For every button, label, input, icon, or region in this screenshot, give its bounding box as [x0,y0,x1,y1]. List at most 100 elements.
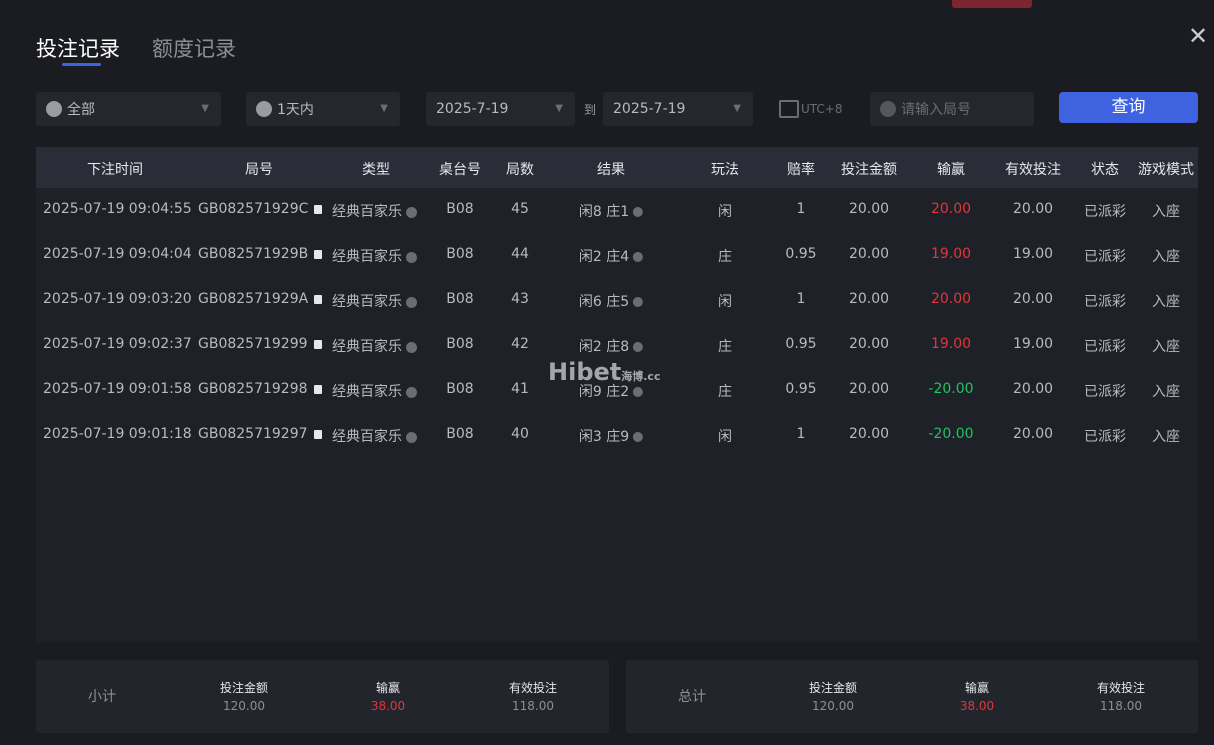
subtotal-valid-value: 118.00 [512,699,554,713]
cell-table-no: B08 [446,336,473,352]
total-bet-value: 120.00 [812,699,854,713]
date-from-select[interactable]: 2025-7-19 ▼ [426,92,575,126]
cell-round-id[interactable]: GB0825719299 [198,336,322,352]
subtotal-panel: 小计 投注金额 120.00 输赢 38.00 有效投注 118.00 [36,660,609,733]
info-icon[interactable] [633,297,644,307]
cell-text: 40 [511,426,529,442]
table-row: 2025-07-19 09:04:04 GB082571929B 经典百家乐 B08 4… [36,246,1198,291]
cell-text: 0.95 [785,336,817,352]
cell-round-id[interactable]: GB082571929C [198,201,323,217]
round-search-input[interactable]: 请输入局号 [870,92,1034,126]
cell-text: 经典百家乐 [332,384,402,400]
query-button[interactable]: 查询 [1059,92,1198,123]
table-row: 2025-07-19 09:01:58 GB0825719298 经典百家乐 B08 4… [36,381,1198,426]
cell-result: 闲2 庄8 [578,336,644,356]
cell-bet-time: 2025-07-19 09:01:18 [43,426,192,442]
cell-round-no: 41 [511,381,529,397]
cell-result: 闲2 庄4 [579,246,644,266]
info-icon[interactable] [406,386,417,398]
copy-icon[interactable] [313,384,322,394]
cell-text: B08 [446,336,474,352]
cell-bet-type: 闲 [718,201,732,221]
cell-text: 闲2 庄8 [578,339,630,355]
cell-text: 闲 [718,294,732,310]
header-round-id: 局号 [245,162,273,178]
info-icon[interactable] [406,341,417,353]
cell-text: 19.00 [930,336,972,352]
cell-status: 已派彩 [1084,336,1126,356]
cell-game-type: 经典百家乐 [332,381,417,401]
info-icon[interactable] [633,342,644,352]
range-select[interactable]: 1天内 ▼ [246,92,400,126]
cell-text: 20.00 [1012,381,1054,397]
round-icon [880,101,896,117]
cell-win-loss: 20.00 [931,291,971,307]
cell-status: 已派彩 [1084,381,1126,401]
cell-text: -20.00 [928,426,974,442]
date-to-select[interactable]: 2025-7-19 ▼ [603,92,753,126]
cell-text: B08 [446,381,474,397]
subtotal-win-value: 38.00 [370,699,406,713]
cell-round-id[interactable]: GB0825719297 [198,426,322,442]
copy-icon[interactable] [314,294,323,304]
game-select[interactable]: 全部 ▼ [36,92,221,126]
cell-text: 已派彩 [1084,294,1126,310]
total-win-value: 38.00 [959,699,995,713]
cell-bet-type: 庄 [718,381,732,401]
cell-table-no: B08 [446,291,473,307]
cell-round-id[interactable]: GB082571929A [198,291,323,307]
cell-status: 已派彩 [1084,246,1126,266]
copy-icon[interactable] [314,249,323,259]
info-icon[interactable] [406,206,417,218]
copy-icon[interactable] [314,204,323,214]
subtotal-bet-value: 120.00 [223,699,265,713]
cell-odds: 1 [797,291,806,307]
cell-text: 20.00 [930,291,972,307]
copy-icon[interactable] [313,339,322,349]
info-icon[interactable] [406,296,417,308]
cell-text: 经典百家乐 [332,249,402,265]
cell-round-no: 43 [511,291,529,307]
cell-text: 1 [796,201,806,217]
total-panel: 总计 投注金额 120.00 输赢 38.00 有效投注 118.00 [626,660,1198,733]
cell-text: 闲8 庄1 [578,204,630,220]
cell-game-mode: 入座 [1152,291,1180,311]
cell-round-id[interactable]: GB0825719298 [198,381,322,397]
cell-text: 庄 [718,339,732,355]
info-icon[interactable] [633,387,644,397]
cell-round-no: 45 [511,201,529,217]
cell-round-id[interactable]: GB082571929B [198,246,323,262]
timezone-label: UTC+8 [801,102,843,116]
info-icon[interactable] [633,432,644,442]
watermark-sub: 海博.cc [621,370,661,383]
header-bet-type: 玩法 [711,162,739,178]
info-icon[interactable] [633,207,644,217]
cell-text: 20.00 [930,201,972,217]
close-icon[interactable]: ✕ [1188,22,1209,50]
cell-text: 2025-07-19 09:03:20 [43,291,192,307]
cell-text: 20.00 [848,201,890,217]
info-icon[interactable] [406,251,417,263]
timezone: UTC+8 [779,100,842,118]
cell-text: 43 [511,291,529,307]
cell-bet-type: 庄 [718,336,732,356]
cell-text: 20.00 [848,291,890,307]
info-icon[interactable] [406,431,417,443]
cell-text: 19.00 [1012,246,1054,262]
cell-bet-amount: 20.00 [849,336,889,352]
cell-text: 已派彩 [1084,204,1126,220]
tab-credit-records[interactable]: 额度记录 [152,37,236,61]
cell-status: 已派彩 [1084,201,1126,221]
copy-icon[interactable] [313,429,322,439]
cell-text: 20.00 [1012,291,1054,307]
tab-bet-records[interactable]: 投注记录 [36,37,120,61]
info-icon[interactable] [633,252,644,262]
header-table-no: 桌台号 [439,162,481,178]
cell-bet-time: 2025-07-19 09:02:37 [43,336,192,352]
cell-text: 已派彩 [1084,429,1126,445]
cell-result: 闲6 庄5 [579,291,644,311]
cell-text: GB0825719297 [198,426,308,442]
cell-game-type: 经典百家乐 [332,246,417,266]
cell-text: GB0825719298 [198,381,308,397]
cell-result: 闲9 庄2 [579,381,644,401]
